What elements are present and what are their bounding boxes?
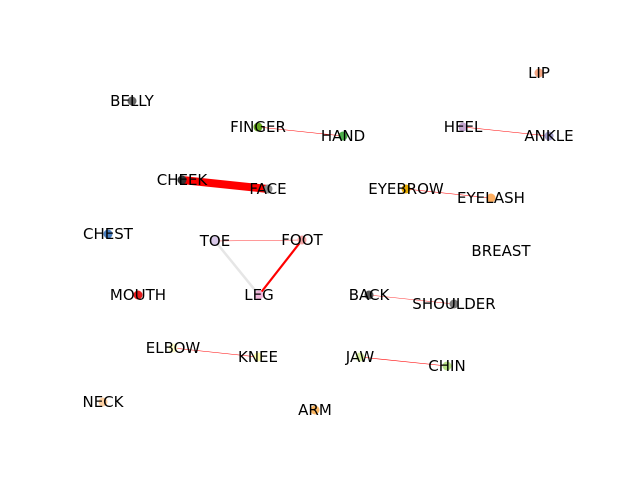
node-label-elbow: ELBOW [146,339,201,357]
node-label-cheek: CHEEK [157,171,209,189]
node-label-breast: BREAST [471,242,531,260]
edge-jaw-chin [359,356,448,367]
node-label-jaw: JAW [345,348,375,366]
node-label-hand: HAND [321,127,365,145]
node-foot [297,235,307,245]
node-arm [310,405,320,415]
node-elbow [168,343,178,353]
node-label-finger: FINGER [230,118,286,136]
node-knee [253,352,263,362]
node-leg [254,290,264,300]
nodes-layer [98,68,554,415]
node-label-toe: TOE [199,232,230,250]
node-ankle [544,131,554,141]
node-label-face: FACE [249,180,286,198]
node-cheek [177,175,187,185]
node-breast [496,246,506,256]
node-jaw [355,352,365,362]
edge-foot-leg [258,239,303,296]
node-label-shoulder: SHOULDER [412,295,495,313]
node-label-lip: LIP [528,64,550,82]
node-label-mouth: MOUTH [110,286,166,304]
edge-eyebrow-eyelash [405,188,492,199]
node-back [364,290,374,300]
edge-elbow-knee [172,347,259,358]
node-label-chin: CHIN [428,357,465,375]
labels-layer: LIP BELLY FINGER HAND HEEL ANKLE CHEEK FACE EYEB… [82,64,573,419]
edge-heel-ankle [462,126,550,137]
node-lip [534,68,544,78]
node-label-back: BACK [349,286,391,304]
edge-toe-leg [214,240,260,296]
node-chin [442,361,452,371]
node-face [263,184,273,194]
node-label-chest: CHEST [83,225,134,243]
node-label-belly: BELLY [110,92,154,110]
node-label-eyelash: EYELASH [457,189,525,207]
node-label-eyebrow: EYEBROW [368,180,444,198]
edge-toe-foot [214,239,303,242]
node-label-neck: NECK [82,393,124,411]
node-heel [458,122,468,132]
node-toe [210,236,220,246]
node-neck [98,397,108,407]
node-label-leg: LEG [244,286,273,304]
node-eyebrow [401,184,411,194]
node-eyelash [486,193,496,203]
node-mouth [133,290,143,300]
node-label-heel: HEEL [444,118,483,136]
node-belly [127,96,137,106]
node-shoulder [449,299,459,309]
node-chest [103,229,113,239]
node-label-knee: KNEE [238,348,278,366]
edge-cheek-face [181,176,269,193]
edge-back-shoulder [368,294,455,305]
node-label-foot: FOOT [281,231,323,249]
node-finger [253,122,263,132]
edge-finger-hand [257,126,344,137]
node-label-ankle: ANKLE [524,127,573,145]
node-label-arm: ARM [298,401,332,419]
node-hand [338,131,348,141]
edges-layer [172,126,550,367]
